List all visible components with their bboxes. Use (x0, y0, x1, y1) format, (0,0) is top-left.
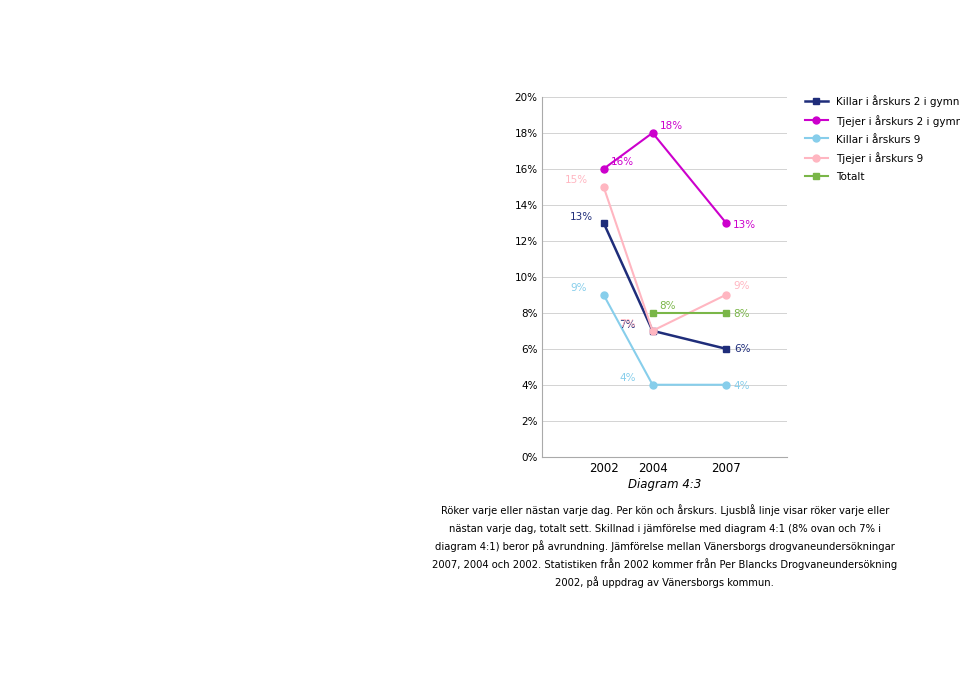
Text: 9%: 9% (732, 281, 750, 291)
Text: 13%: 13% (570, 212, 593, 222)
Text: 16%: 16% (611, 156, 634, 167)
Line: Killar i årskurs 2 i gymnasiet: Killar i årskurs 2 i gymnasiet (600, 219, 730, 352)
Killar i årskurs 2 i gymnasiet (647, 327, 659, 335)
Text: 9%: 9% (570, 282, 587, 293)
Text: 7%: 7% (619, 318, 636, 329)
Text: 2007, 2004 och 2002. Statistiken från 2002 kommer från Per Blancks Drogvaneunder: 2007, 2004 och 2002. Statistiken från 20… (432, 558, 898, 570)
Text: 8%: 8% (660, 300, 676, 311)
Tjejer i årskurs 2 i gymnasiet (720, 219, 732, 227)
Killar i årskurs 2 i gymnasiet (720, 345, 732, 353)
Text: nästan varje dag, totalt sett. Skillnad i jämförelse med diagram 4:1 (8% ovan oc: nästan varje dag, totalt sett. Skillnad … (448, 524, 881, 534)
Text: 18%: 18% (660, 120, 683, 131)
Line: Killar i årskurs 9: Killar i årskurs 9 (600, 291, 730, 388)
Killar i årskurs 9 (720, 381, 732, 389)
Text: 15%: 15% (564, 174, 588, 185)
Text: 8%: 8% (732, 309, 750, 319)
Tjejer i årskurs 9 (647, 327, 659, 335)
Text: 4%: 4% (619, 372, 636, 383)
Tjejer i årskurs 9 (598, 183, 610, 191)
Text: 4%: 4% (732, 381, 750, 391)
Killar i årskurs 9 (598, 291, 610, 299)
Killar i årskurs 9 (647, 381, 659, 389)
Line: Tjejer i årskurs 2 i gymnasiet: Tjejer i årskurs 2 i gymnasiet (600, 129, 730, 226)
Text: 7%: 7% (619, 320, 636, 330)
Text: 6%: 6% (734, 343, 751, 354)
Legend: Killar i årskurs 2 i gymnasiet, Tjejer i årskurs 2 i gymnasiet, Killar i årskurs: Killar i årskurs 2 i gymnasiet, Tjejer i… (804, 95, 960, 182)
Text: 13%: 13% (732, 220, 756, 230)
Totalt (647, 309, 659, 317)
Tjejer i årskurs 2 i gymnasiet (647, 129, 659, 137)
Killar i årskurs 2 i gymnasiet (598, 219, 610, 227)
Line: Tjejer i årskurs 9: Tjejer i årskurs 9 (600, 183, 730, 334)
Text: 2002, på uppdrag av Vänersborgs kommun.: 2002, på uppdrag av Vänersborgs kommun. (556, 576, 774, 588)
Tjejer i årskurs 9 (720, 291, 732, 299)
Text: Röker varje eller nästan varje dag. Per kön och årskurs. Ljusblå linje visar rök: Röker varje eller nästan varje dag. Per … (441, 504, 889, 516)
Line: Totalt: Totalt (649, 309, 730, 316)
Text: diagram 4:1) beror på avrundning. Jämförelse mellan Vänersborgs drogvaneundersök: diagram 4:1) beror på avrundning. Jämför… (435, 540, 895, 552)
Text: Diagram 4:3: Diagram 4:3 (628, 478, 702, 491)
Tjejer i årskurs 2 i gymnasiet (598, 165, 610, 173)
Totalt (720, 309, 732, 317)
